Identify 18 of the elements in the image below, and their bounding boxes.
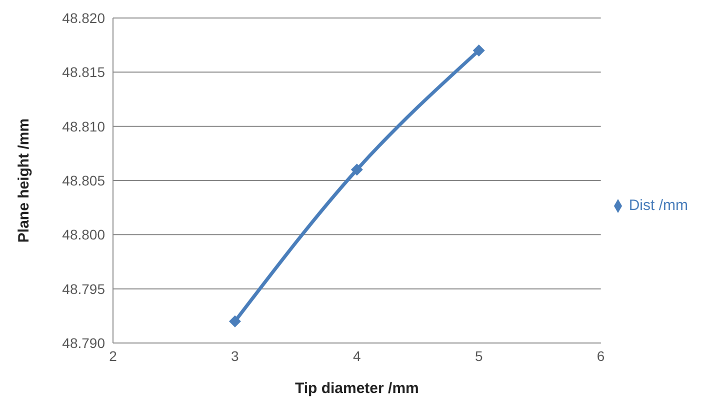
x-tick-label: 6 xyxy=(596,348,605,364)
y-axis-title: Plane height /mm xyxy=(15,118,32,243)
point xyxy=(472,44,485,56)
y-tick-label: 48.810 xyxy=(62,118,106,134)
y-tick-label: 48.790 xyxy=(62,334,106,351)
x-axis-title: Tip diameter /mm xyxy=(294,380,419,397)
legend-label: Dist /mm xyxy=(628,197,688,214)
x-tick-label: 3 xyxy=(231,348,240,364)
y-tick-label: 48.800 xyxy=(62,226,106,243)
y-tick-label: 48.795 xyxy=(62,280,106,297)
point xyxy=(228,315,241,328)
x-tick-label: 4 xyxy=(353,348,362,364)
x-tick-label: 2 xyxy=(109,348,118,364)
point xyxy=(350,164,363,176)
y-tick-label: 48.815 xyxy=(62,64,106,80)
x-tick-label: 5 xyxy=(474,348,483,364)
y-tick-label: 48.820 xyxy=(62,10,106,26)
y-tick-label: 48.805 xyxy=(62,172,106,188)
